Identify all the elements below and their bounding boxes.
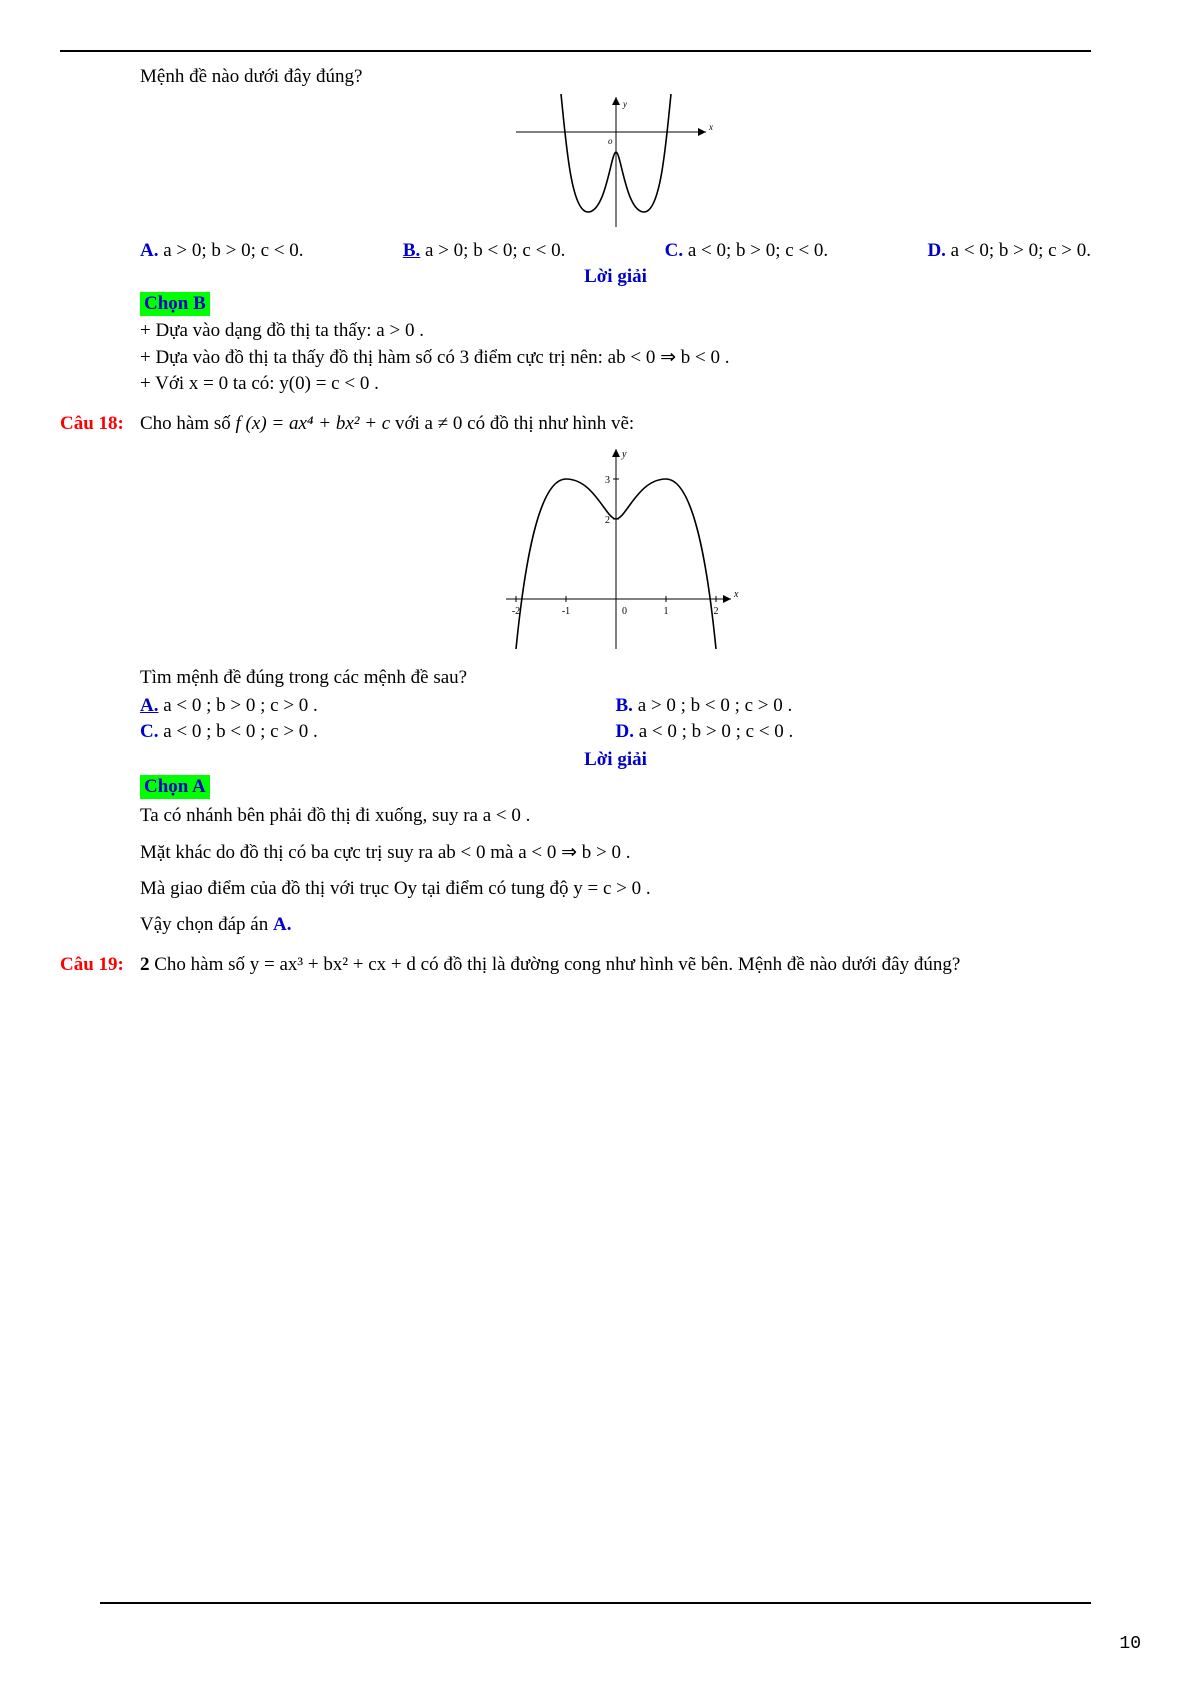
formula: f (x) = ax⁴ + bx² + c	[236, 413, 391, 434]
q18-solution-title: Lời giải	[140, 749, 1091, 771]
page: Mệnh đề nào dưới đây đúng? y x o A. a > …	[0, 0, 1191, 1684]
q17-prompt: Mệnh đề nào dưới đây đúng?	[140, 66, 1091, 88]
opt-text: a < 0 ; b < 0 ; c > 0 .	[163, 721, 318, 742]
tick: 1	[663, 606, 668, 617]
opt-text: a > 0; b > 0; c < 0.	[163, 240, 303, 261]
opt-text: a < 0 ; b > 0 ; c < 0 .	[639, 721, 794, 742]
opt-label-d: D.	[616, 721, 634, 742]
q17-sol-3: + Với x = 0 ta có: y(0) = c < 0 .	[140, 373, 1091, 395]
tick: -2	[511, 606, 519, 617]
q19-prompt: Cho hàm số y = ax³ + bx² + cx + d có đồ …	[154, 954, 960, 975]
quartic-up-graph: y x o	[506, 92, 726, 232]
axis-x-label: x	[733, 589, 739, 600]
q18-sol-3: Mà giao điểm của đồ thị với trục Oy tại …	[140, 878, 1091, 900]
content-area: Mệnh đề nào dưới đây đúng? y x o A. a > …	[140, 66, 1091, 976]
q18-choose: Chọn A	[140, 775, 210, 799]
opt-label-b: B.	[403, 240, 420, 261]
q18-graph: x y -2 -1 0 1 2 2	[140, 439, 1091, 659]
q17-sol-2: + Dựa vào đồ thị ta thấy đồ thị hàm số c…	[140, 346, 1091, 369]
q17-opt-c: C. a < 0; b > 0; c < 0.	[665, 240, 829, 262]
opt-label-c: C.	[665, 240, 683, 261]
q17-solution-title: Lời giải	[140, 266, 1091, 288]
tick: 2	[713, 606, 718, 617]
quartic-down-graph: x y -2 -1 0 1 2 2	[486, 439, 746, 659]
q18-opt-b: B. a > 0 ; b < 0 ; c > 0 .	[616, 695, 1092, 717]
q18-find: Tìm mệnh đề đúng trong các mệnh đề sau?	[140, 667, 1091, 689]
q17-sol-1: + Dựa vào dạng đồ thị ta thấy: a > 0 .	[140, 320, 1091, 342]
text: Cho hàm số	[140, 413, 236, 434]
text: với a ≠ 0 có đồ thị như hình vẽ:	[390, 413, 634, 434]
q18-sol-2: Mặt khác do đồ thị có ba cực trị suy ra …	[140, 841, 1091, 864]
q18-row: Câu 18: Cho hàm số f (x) = ax⁴ + bx² + c…	[140, 413, 1091, 435]
tick: -1	[561, 606, 569, 617]
q19-label: Câu 19:	[60, 954, 140, 976]
q17-opt-a: A. a > 0; b > 0; c < 0.	[140, 240, 304, 262]
opt-label-c: C.	[140, 721, 158, 742]
opt-text: a < 0; b > 0; c > 0.	[951, 240, 1091, 261]
opt-text: a > 0 ; b < 0 ; c > 0 .	[638, 695, 793, 716]
tick: 2	[605, 515, 610, 526]
axis-y-label: y	[621, 449, 627, 460]
rule-top	[60, 50, 1091, 52]
q18-prompt: Cho hàm số f (x) = ax⁴ + bx² + c với a ≠…	[140, 413, 634, 435]
q18-sol-1: Ta có nhánh bên phải đồ thị đi xuống, su…	[140, 805, 1091, 827]
opt-label-a: A.	[140, 240, 158, 261]
opt-text: a < 0 ; b > 0 ; c > 0 .	[163, 695, 318, 716]
q19-extra: 2	[140, 954, 150, 975]
axis-y-label: y	[622, 99, 627, 109]
page-number: 10	[1119, 1634, 1141, 1654]
q17-opt-b: B. a > 0; b < 0; c < 0.	[403, 240, 566, 262]
opt-text: a < 0; b > 0; c < 0.	[688, 240, 828, 261]
origin-label: o	[608, 136, 613, 146]
q17-graph: y x o	[140, 92, 1091, 232]
tick: 0	[622, 606, 627, 617]
opt-label-a: A.	[140, 695, 158, 716]
q18-opt-c: C. a < 0 ; b < 0 ; c > 0 .	[140, 721, 616, 743]
text: Vậy chọn đáp án	[140, 914, 273, 935]
q18-label: Câu 18:	[60, 413, 140, 435]
q18-final: Vậy chọn đáp án A.	[140, 914, 1091, 936]
q18-opt-a: A. a < 0 ; b > 0 ; c > 0 .	[140, 695, 616, 717]
q19-row: Câu 19: 2 Cho hàm số y = ax³ + bx² + cx …	[140, 954, 1091, 976]
q17-opt-d: D. a < 0; b > 0; c > 0.	[927, 240, 1091, 262]
opt-label-d: D.	[927, 240, 945, 261]
q19-body: 2 Cho hàm số y = ax³ + bx² + cx + d có đ…	[140, 954, 960, 976]
opt-text: a > 0; b < 0; c < 0.	[425, 240, 565, 261]
rule-bottom	[100, 1602, 1091, 1604]
axis-x-label: x	[708, 122, 713, 132]
q17-choose: Chọn B	[140, 292, 210, 316]
q18-options: A. a < 0 ; b > 0 ; c > 0 . B. a > 0 ; b …	[140, 693, 1091, 745]
q17-options: A. a > 0; b > 0; c < 0. B. a > 0; b < 0;…	[140, 240, 1091, 262]
opt-label-b: B.	[616, 695, 633, 716]
tick: 3	[605, 475, 610, 486]
final-answer: A.	[273, 914, 291, 935]
q18-opt-d: D. a < 0 ; b > 0 ; c < 0 .	[616, 721, 1092, 743]
